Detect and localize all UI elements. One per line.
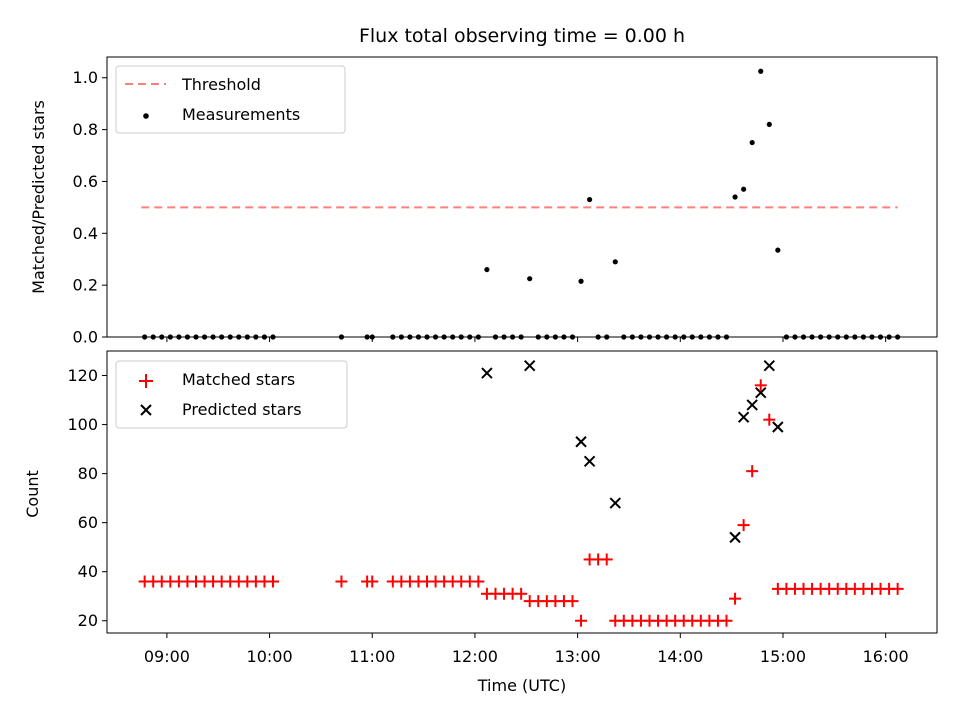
top-y-tick-label: 0.8 (73, 120, 98, 139)
legend-predicted-swatch (140, 404, 152, 416)
predicted-star-point (729, 531, 741, 544)
bottom-x-tick-label: 12:00 (452, 647, 498, 666)
legend-predicted-label: Predicted stars (182, 400, 302, 419)
top-y-axis-label: Matched/Predicted stars (29, 100, 48, 294)
matched-star-point (600, 553, 613, 566)
measurement-point (578, 278, 584, 284)
bottom-y-axis-label: Count (23, 470, 42, 518)
predicted-star-point (575, 436, 587, 448)
measurement-point (586, 196, 593, 203)
top-y-tick-label: 0.0 (73, 328, 98, 347)
matched-star-point (891, 582, 904, 595)
matched-star-point (763, 413, 776, 426)
predicted-star-point (746, 399, 758, 411)
legend-threshold-label: Threshold (181, 75, 261, 94)
top-panel-frame (106, 56, 938, 338)
bottom-y-tick-label: 80 (78, 464, 98, 483)
matched-star-point (267, 575, 279, 588)
matched-star-point (720, 614, 733, 627)
measurement-point (484, 266, 490, 273)
bottom-legend-box (115, 360, 348, 429)
bottom-x-tick-label: 11:00 (349, 647, 395, 666)
legend-measurements-swatch (143, 113, 149, 119)
measurement-point (732, 194, 738, 200)
bottom-y-tick-label: 40 (78, 562, 98, 581)
predicted-star-point (755, 386, 767, 399)
top-panel: 0.0 0.2 0.4 0.6 0.8 1.0 Matched/Predicted sta… (29, 56, 938, 347)
measurement-point (527, 276, 533, 282)
bottom-x-ticks: 09:00 10:00 11:00 12:00 13:00 14:00 15:00 16:00 (144, 633, 909, 666)
top-y-tick-label: 1.0 (73, 68, 98, 87)
predicted-star-point (523, 360, 536, 372)
top-legend-box (115, 65, 346, 134)
top-y-tick-label: 0.6 (73, 172, 98, 191)
bottom-y-tick-label: 120 (67, 366, 98, 385)
bottom-x-tick-label: 10:00 (247, 647, 293, 666)
matched-star-point (575, 614, 588, 627)
matched-star-point (737, 519, 750, 532)
top-y-tick-label: 0.2 (73, 276, 98, 295)
matched-star-point (515, 587, 528, 600)
matched-star-point (366, 575, 379, 588)
bottom-y-ticks: 20 40 60 80 100 120 (67, 366, 107, 630)
predicted-star-point (772, 421, 784, 433)
measurement-point (758, 68, 764, 74)
measurement-point (775, 247, 781, 253)
predicted-star-point (737, 411, 750, 423)
bottom-y-tick-label: 20 (78, 611, 98, 630)
matched-star-point (746, 465, 759, 478)
top-y-ticks: 0.0 0.2 0.4 0.6 0.8 1.0 (73, 68, 107, 347)
matched-star-point (729, 592, 742, 605)
top-x-tick-marks (166, 337, 887, 342)
legend-measurements-label: Measurements (182, 105, 300, 124)
top-y-tick-label: 0.4 (73, 224, 98, 243)
top-legend: Threshold Measurements (115, 65, 346, 134)
measurement-point (741, 186, 747, 192)
bottom-x-tick-label: 09:00 (144, 647, 190, 666)
matched-star-point (566, 595, 579, 608)
legend-matched-swatch (139, 374, 153, 388)
predicted-star-point (763, 360, 775, 372)
bottom-legend: Matched stars Predicted stars (115, 360, 348, 429)
bottom-y-tick-label: 60 (78, 513, 98, 532)
bottom-x-tick-label: 13:00 (555, 647, 601, 666)
bottom-x-tick-label: 15:00 (760, 647, 806, 666)
matched-star-point (335, 575, 348, 588)
bottom-panel: 20 40 60 80 100 120 09:00 10:00 11:00 12:00 13:00… (23, 350, 938, 695)
predicted-star-point (481, 367, 493, 379)
bottom-panel-frame (106, 350, 938, 634)
measurement-point (612, 259, 618, 265)
bottom-panel-marks (138, 360, 904, 627)
predicted-star-point (609, 497, 621, 509)
measurement-point (766, 121, 772, 128)
predicted-star-point (583, 455, 596, 468)
bottom-x-tick-label: 16:00 (863, 647, 909, 666)
matched-star-point (472, 575, 485, 588)
matched-star-point (754, 379, 767, 392)
chart-title: Flux total observing time = 0.00 h (359, 25, 685, 47)
legend-matched-label: Matched stars (182, 370, 295, 389)
measurement-point (749, 139, 755, 146)
x-axis-label: Time (UTC) (477, 676, 566, 695)
bottom-x-tick-label: 14:00 (657, 647, 703, 666)
bottom-y-tick-label: 100 (67, 415, 98, 434)
